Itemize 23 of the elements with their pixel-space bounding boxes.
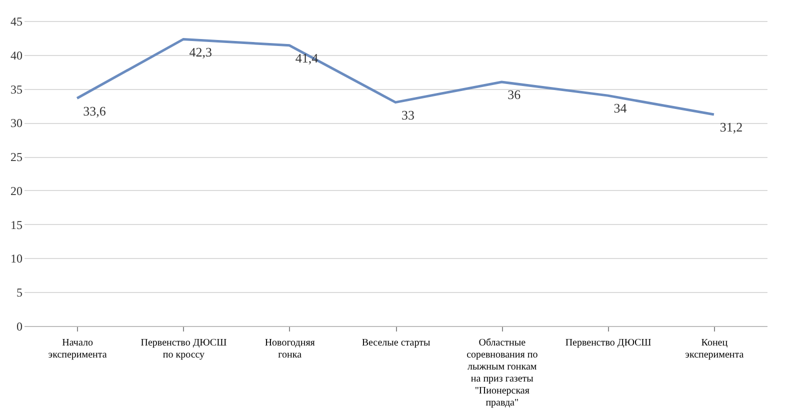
y-tick-label: 20 (10, 184, 22, 198)
y-tick-label: 10 (10, 252, 22, 266)
data-label: 33 (402, 107, 414, 122)
y-tick-label: 0 (16, 320, 22, 334)
y-tick-label: 35 (10, 82, 22, 96)
x-tick-label: Конец эксперимента (685, 338, 744, 360)
y-tick-label: 5 (16, 286, 22, 300)
x-tick-label: Первенство ДЮСШ (565, 338, 652, 348)
data-label: 33,6 (83, 103, 106, 118)
y-tick-label: 40 (10, 48, 22, 62)
y-tick-label: 30 (10, 116, 22, 130)
y-tick-label: 15 (10, 218, 22, 232)
x-tick-label: Начало эксперимента (48, 338, 108, 360)
x-tick-label: Новогодняя гонка (264, 338, 316, 360)
x-tick-label: Областные соревнования по лыжным гонкам на приз газеты "Пионерская правда" (466, 338, 538, 408)
x-tick-label: Веселые старты (362, 338, 430, 348)
y-tick-label: 45 (10, 14, 22, 28)
data-label: 34 (614, 100, 628, 116)
data-label: 31,2 (720, 120, 743, 135)
y-tick-label: 25 (10, 150, 22, 164)
data-label: 36 (508, 87, 522, 102)
x-tick-label: Первенство ДЮСШ по кроссу (140, 338, 227, 360)
data-label: 42,3 (189, 44, 212, 60)
